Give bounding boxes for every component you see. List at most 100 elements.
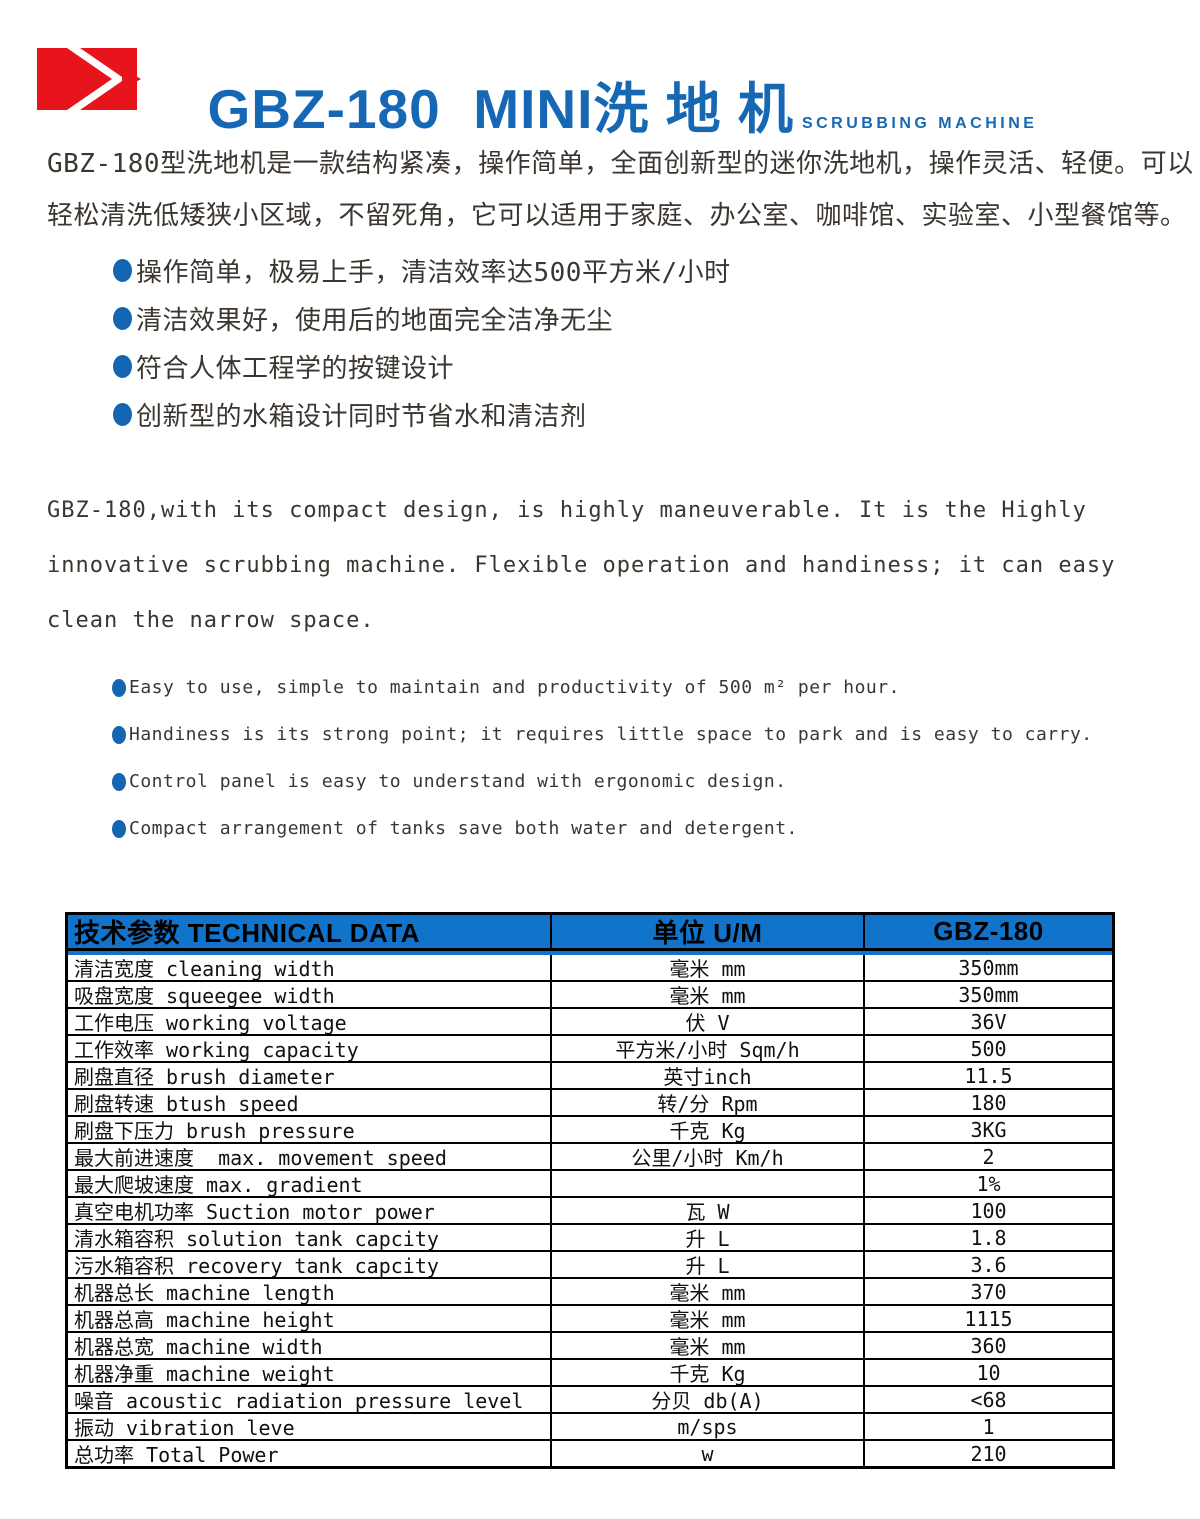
intro-en-line: GBZ-180,with its compact design, is high…	[47, 498, 1087, 523]
title-block: GBZ-180 MINI洗 地 机 SCRUBBING MACHINE	[169, 45, 1037, 163]
table-row: 吸盘宽度 squeegee width 毫米 mm 350mm	[68, 982, 1112, 1009]
bullet-dot-icon	[113, 258, 132, 282]
feature-item-cn: 清洁效果好，使用后的地面完全洁净无尘	[113, 294, 731, 342]
spec-unit: 毫米 mm	[550, 955, 863, 980]
feature-item-cn: 操作简单，极易上手，清洁效率达500平方米/小时	[113, 246, 731, 294]
spec-unit: 毫米 mm	[550, 1306, 863, 1331]
feature-item-en: Compact arrangement of tanks save both w…	[112, 805, 1093, 852]
bullet-dot-icon	[113, 306, 132, 330]
spec-label: 清水箱容积 solution tank capcity	[74, 1227, 439, 1250]
spec-value: 360	[863, 1333, 1112, 1358]
feature-text-cn: 操作简单，极易上手，清洁效率达500平方米/小时	[136, 257, 731, 288]
intro-paragraph-cn: GBZ-180型洗地机是一款结构紧凑，操作简单，全面创新型的迷你洗地机，操作灵活…	[47, 138, 1194, 242]
spec-value: 180	[863, 1090, 1112, 1115]
spec-label: 机器总高 machine height	[74, 1308, 335, 1331]
spec-unit: w	[550, 1441, 863, 1466]
spec-value: 2	[863, 1144, 1112, 1169]
spec-value: 1	[863, 1414, 1112, 1439]
spec-value: 350mm	[863, 955, 1112, 980]
table-row: 机器总宽 machine width 毫米 mm 360	[68, 1333, 1112, 1360]
spec-label: 刷盘下压力 brush pressure	[74, 1119, 355, 1142]
table-header-model: GBZ-180	[863, 915, 1112, 948]
spec-value: 210	[863, 1441, 1112, 1466]
spec-value: 11.5	[863, 1063, 1112, 1088]
header-accent-strip	[68, 951, 1112, 955]
table-row: 真空电机功率 Suction motor power 瓦 W 100	[68, 1198, 1112, 1225]
spec-value: 370	[863, 1279, 1112, 1304]
spec-label: 机器净重 machine weight	[74, 1362, 335, 1385]
bullet-dot-icon	[112, 819, 126, 838]
intro-en-line: innovative scrubbing machine. Flexible o…	[47, 553, 1116, 578]
feature-item-en: Handiness is its strong point; it requir…	[112, 711, 1093, 758]
table-row: 清洁宽度 cleaning width 毫米 mm 350mm	[68, 955, 1112, 982]
table-row: 刷盘转速 btush speed 转/分 Rpm 180	[68, 1090, 1112, 1117]
spec-value: 10	[863, 1360, 1112, 1385]
spec-unit: 毫米 mm	[550, 982, 863, 1007]
table-row: 工作效率 working capacity 平方米/小时 Sqm/h 500	[68, 1036, 1112, 1063]
spec-unit: 升 L	[550, 1225, 863, 1250]
spec-value: 500	[863, 1036, 1112, 1061]
technical-data-table: 技术参数 TECHNICAL DATA 单位 U/M GBZ-180 清洁宽度 …	[65, 912, 1115, 1469]
bullet-dot-icon	[112, 772, 126, 791]
table-row: 清水箱容积 solution tank capcity 升 L 1.8	[68, 1225, 1112, 1252]
feature-item-en: Easy to use, simple to maintain and prod…	[112, 664, 1093, 711]
spec-label: 机器总宽 machine width	[74, 1335, 323, 1358]
page-subtitle: SCRUBBING MACHINE	[801, 115, 1038, 132]
feature-text-en: Easy to use, simple to maintain and prod…	[129, 677, 900, 698]
bullet-dot-icon	[112, 678, 126, 697]
feature-text-cn: 创新型的水箱设计同时节省水和清洁剂	[136, 401, 587, 432]
brand-logo-icon	[37, 48, 141, 110]
table-row: 机器总高 machine height 毫米 mm 1115	[68, 1306, 1112, 1333]
table-row: 振动 vibration leve m/sps 1	[68, 1414, 1112, 1441]
bullet-dot-icon	[112, 725, 126, 744]
spec-value: 3KG	[863, 1117, 1112, 1142]
spec-value: 36V	[863, 1009, 1112, 1034]
header-divider	[68, 948, 1112, 951]
spec-label: 工作效率 working capacity	[74, 1038, 359, 1061]
page-header: GBZ-180 MINI洗 地 机 SCRUBBING MACHINE	[37, 45, 1037, 163]
spec-label: 振动 vibration leve	[74, 1416, 295, 1439]
feature-text-cn: 清洁效果好，使用后的地面完全洁净无尘	[136, 305, 614, 336]
table-row: 刷盘下压力 brush pressure 千克 Kg 3KG	[68, 1117, 1112, 1144]
spec-unit: 平方米/小时 Sqm/h	[550, 1036, 863, 1061]
spec-unit: 升 L	[550, 1252, 863, 1277]
feature-item-en: Control panel is easy to understand with…	[112, 758, 1093, 805]
intro-cn-line: GBZ-180型洗地机是一款结构紧凑，操作简单，全面创新型的迷你洗地机，操作灵活…	[47, 149, 1194, 179]
feature-item-cn: 符合人体工程学的按键设计	[113, 342, 731, 390]
table-row: 最大爬坡速度 max. gradient 1%	[68, 1171, 1112, 1198]
feature-text-en: Control panel is easy to understand with…	[129, 771, 787, 792]
spec-value: 350mm	[863, 982, 1112, 1007]
spec-label: 真空电机功率 Suction motor power	[74, 1200, 435, 1223]
intro-paragraph-en: GBZ-180,with its compact design, is high…	[47, 483, 1187, 648]
table-row: 刷盘直径 brush diameter 英寸inch 11.5	[68, 1063, 1112, 1090]
spec-value: 1%	[863, 1171, 1112, 1196]
table-row: 总功率 Total Power w 210	[68, 1441, 1112, 1466]
spec-label: 污水箱容积 recovery tank capcity	[74, 1254, 439, 1277]
spec-label: 最大前进速度 max. movement speed	[74, 1146, 447, 1169]
spec-unit: 公里/小时 Km/h	[550, 1144, 863, 1169]
table-row: 机器净重 machine weight 千克 Kg 10	[68, 1360, 1112, 1387]
spec-unit: 千克 Kg	[550, 1117, 863, 1142]
spec-value: 1.8	[863, 1225, 1112, 1250]
feature-text-cn: 符合人体工程学的按键设计	[136, 353, 455, 384]
table-body: 清洁宽度 cleaning width 毫米 mm 350mm 吸盘宽度 squ…	[68, 955, 1112, 1466]
spec-label: 工作电压 working voltage	[74, 1011, 347, 1034]
spec-label: 最大爬坡速度 max. gradient	[74, 1173, 363, 1196]
spec-unit: 伏 V	[550, 1009, 863, 1034]
spec-label: 刷盘转速 btush speed	[74, 1092, 299, 1115]
spec-label: 总功率 Total Power	[74, 1443, 279, 1466]
bullet-dot-icon	[113, 354, 132, 378]
page-title: GBZ-180 MINI洗 地 机	[207, 78, 794, 140]
spec-label: 清洁宽度 cleaning width	[74, 957, 335, 980]
spec-unit: 毫米 mm	[550, 1279, 863, 1304]
table-row: 噪音 acoustic radiation pressure level 分贝 …	[68, 1387, 1112, 1414]
spec-label: 刷盘直径 brush diameter	[74, 1065, 335, 1088]
spec-unit: 瓦 W	[550, 1198, 863, 1223]
feature-list-cn: 操作简单，极易上手，清洁效率达500平方米/小时 清洁效果好，使用后的地面完全洁…	[113, 246, 731, 438]
table-header-row: 技术参数 TECHNICAL DATA 单位 U/M GBZ-180	[68, 915, 1112, 948]
spec-label: 机器总长 machine length	[74, 1281, 335, 1304]
intro-en-line: clean the narrow space.	[47, 608, 375, 633]
feature-item-cn: 创新型的水箱设计同时节省水和清洁剂	[113, 390, 731, 438]
feature-text-en: Compact arrangement of tanks save both w…	[129, 818, 798, 839]
table-header-parameters: 技术参数 TECHNICAL DATA	[74, 918, 421, 948]
